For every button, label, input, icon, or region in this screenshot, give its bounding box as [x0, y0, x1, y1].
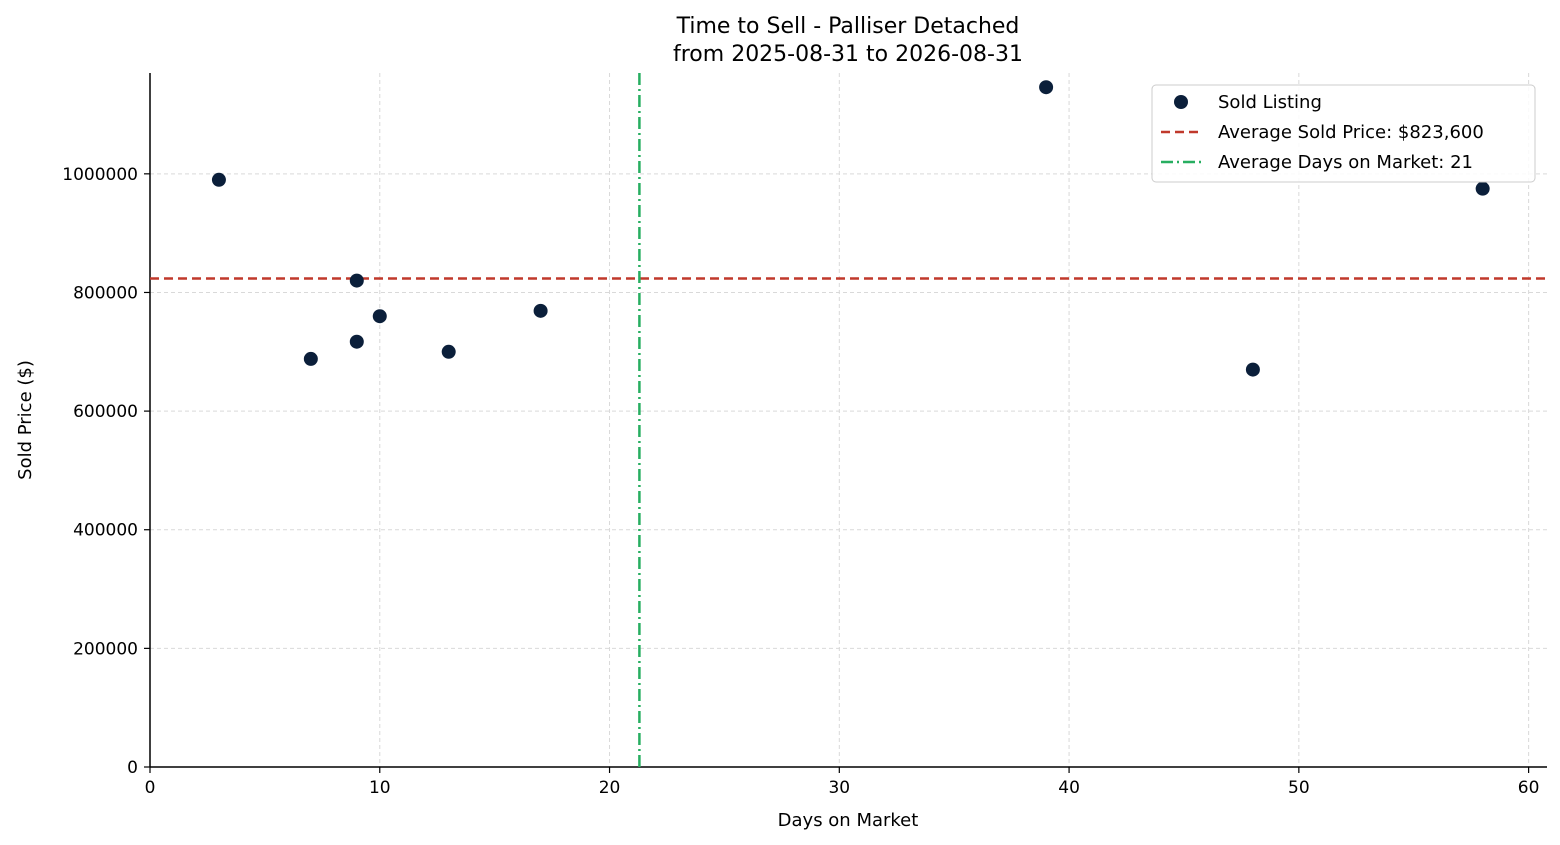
data-points — [211, 80, 1490, 377]
data-point — [1475, 181, 1490, 196]
y-tick-label: 600000 — [73, 402, 138, 422]
reference-lines — [150, 73, 1547, 767]
legend-label-sold-listing: Sold Listing — [1218, 92, 1322, 113]
y-tick-label: 1000000 — [62, 165, 138, 185]
x-tick-label: 0 — [145, 778, 156, 798]
data-point — [303, 351, 318, 366]
chart-title: Time to Sell - Palliser Detached — [676, 14, 1020, 39]
x-axis-label: Days on Market — [778, 810, 919, 831]
data-point — [211, 172, 226, 187]
legend: Sold Listing Average Sold Price: $823,60… — [1151, 84, 1536, 183]
legend-label-avg-price: Average Sold Price: $823,600 — [1218, 122, 1484, 143]
legend-label-avg-days: Average Days on Market: 21 — [1218, 152, 1473, 173]
x-tick-label: 60 — [1518, 778, 1540, 798]
legend-marker-sold-listing — [1174, 95, 1188, 109]
data-point — [372, 309, 387, 324]
data-point — [533, 303, 548, 318]
data-point — [349, 273, 364, 288]
chart-subtitle: from 2025-08-31 to 2026-08-31 — [673, 42, 1023, 67]
tick-labels: 0 10 20 30 40 50 60 0 200000 400000 600000 800000 10… — [62, 165, 1539, 798]
x-tick-label: 20 — [599, 778, 621, 798]
x-tick-label: 30 — [828, 778, 850, 798]
grid — [150, 73, 1547, 767]
y-tick-label: 0 — [127, 758, 138, 778]
data-point — [1039, 80, 1054, 95]
y-tick-label: 400000 — [73, 521, 138, 541]
y-tick-label: 200000 — [73, 639, 138, 659]
x-tick-label: 10 — [369, 778, 391, 798]
x-tick-label: 50 — [1288, 778, 1310, 798]
data-point — [349, 334, 364, 349]
data-point — [1245, 362, 1260, 377]
x-tick-label: 40 — [1058, 778, 1080, 798]
y-tick-label: 800000 — [73, 283, 138, 303]
legend-box — [1151, 84, 1536, 183]
axes — [144, 73, 1547, 773]
y-axis-label: Sold Price ($) — [15, 360, 36, 480]
data-point — [441, 344, 456, 359]
